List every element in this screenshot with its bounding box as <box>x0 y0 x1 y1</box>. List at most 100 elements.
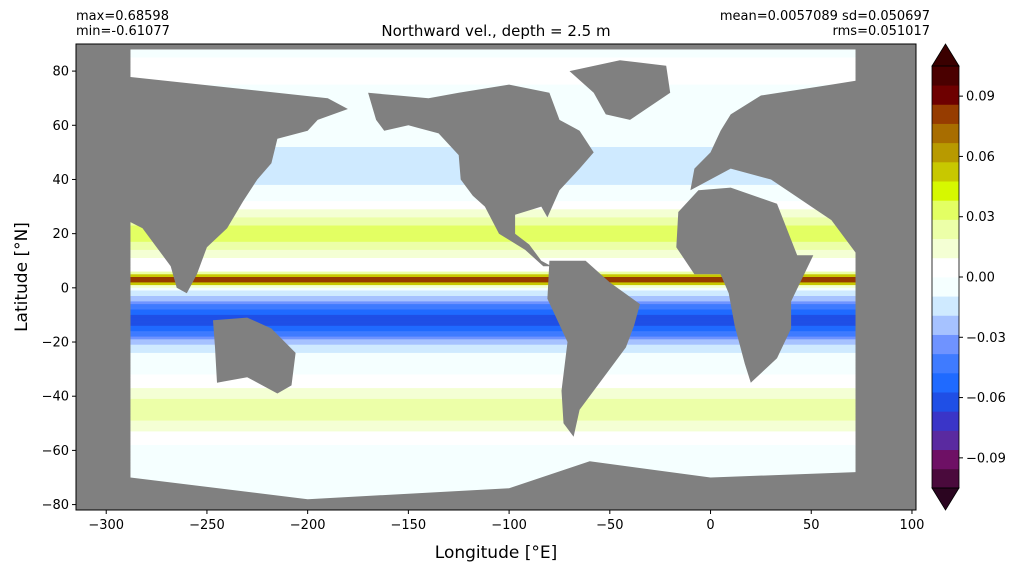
field-band <box>130 84 856 88</box>
colorbar-segment <box>932 277 959 297</box>
colorbar-segment <box>932 468 959 489</box>
field-band <box>130 65 856 69</box>
field-band <box>130 347 856 351</box>
field-band <box>130 485 856 489</box>
field-band <box>130 296 856 300</box>
colorbar-tick-label: −0.09 <box>966 451 1006 466</box>
field-band <box>130 285 856 289</box>
land-mass <box>855 44 916 510</box>
colorbar-segment <box>932 219 959 240</box>
stat-mean-sd: mean=0.0057089 sd=0.050697 <box>719 9 930 24</box>
y-tick-label: 40 <box>52 173 69 188</box>
field-band <box>130 323 856 327</box>
field-band <box>130 388 856 392</box>
field-band <box>130 401 856 405</box>
x-axis: −300 −250 −200 −150 −100 −50 0 50 100 <box>88 510 924 533</box>
colorbar-tick-label: −0.06 <box>966 391 1006 406</box>
field-band <box>130 417 856 422</box>
y-tick-label: 0 <box>61 281 69 296</box>
y-tick-label: 80 <box>52 65 69 80</box>
field-band <box>130 233 856 237</box>
x-axis-label: Longitude [°E] <box>435 543 557 563</box>
field-band <box>130 407 856 411</box>
colorbar-segment <box>932 430 959 451</box>
y-tick-label: −80 <box>42 498 69 513</box>
field-band <box>130 469 856 473</box>
field-band <box>130 255 856 259</box>
field-band <box>130 371 856 376</box>
field-band <box>130 352 856 357</box>
field-band <box>130 274 856 278</box>
field-band <box>130 277 856 281</box>
colorbar-segment <box>932 257 959 278</box>
field-band <box>130 328 856 332</box>
field-band <box>130 342 856 346</box>
x-tick-label: −50 <box>596 518 623 533</box>
field-band <box>130 447 856 451</box>
field-band <box>130 374 856 378</box>
colorbar-tick-label: 0.09 <box>966 90 995 105</box>
colorbar-segment <box>932 66 959 86</box>
y-axis-label: Latitude [°N] <box>12 222 32 332</box>
colorbar-tick-label: 0.03 <box>966 210 995 225</box>
field-band <box>130 282 856 286</box>
x-tick-label: 50 <box>803 518 820 533</box>
x-tick-label: −150 <box>391 518 427 533</box>
field-band <box>130 52 856 56</box>
land-mass <box>76 44 131 510</box>
field-band <box>130 426 856 430</box>
field-band <box>130 472 856 476</box>
land-masks <box>76 44 916 510</box>
colorbar-tick-label: 0.00 <box>966 271 995 286</box>
field-band <box>130 312 856 316</box>
field-band <box>130 225 856 229</box>
field-band <box>130 71 856 75</box>
colorbar-segment <box>932 85 959 105</box>
field-band <box>130 380 856 384</box>
field-band <box>130 442 856 446</box>
field-band <box>130 450 856 454</box>
field-band <box>130 230 856 235</box>
field-band <box>130 415 856 419</box>
field-band <box>130 366 856 370</box>
colorbar-tick-label: 0.06 <box>966 150 995 165</box>
field-band <box>130 461 856 465</box>
land-mass <box>569 60 671 120</box>
colorbar-segment <box>932 372 959 393</box>
land-mass <box>368 84 594 267</box>
field-band <box>130 244 856 248</box>
stats-left: max=0.68598 min=-0.61077 <box>76 9 170 39</box>
field-band <box>130 453 856 457</box>
y-tick-label: −20 <box>42 336 69 351</box>
colorbar-extend-min <box>931 487 960 511</box>
colorbar-segment <box>932 334 959 355</box>
field-band <box>130 361 856 365</box>
field-band <box>130 76 856 80</box>
field-band <box>130 287 856 292</box>
field-band <box>130 301 856 305</box>
field-band <box>130 252 856 256</box>
colorbar-tick-label: −0.03 <box>966 331 1006 346</box>
field-band <box>130 228 856 232</box>
y-tick-label: 60 <box>52 119 69 134</box>
field-band <box>130 293 856 297</box>
field-band <box>130 314 856 319</box>
field-band <box>130 363 856 367</box>
field-band <box>130 436 856 441</box>
plot-frame <box>75 43 917 511</box>
chart-title: Northward vel., depth = 2.5 m <box>381 22 611 40</box>
land-mass <box>76 461 916 510</box>
field-band <box>130 249 856 254</box>
field-band <box>130 463 856 468</box>
field-band <box>130 263 856 267</box>
land-mass <box>213 317 296 394</box>
land-mass <box>76 44 916 50</box>
y-tick-label: −60 <box>42 444 69 459</box>
field-band <box>130 236 856 240</box>
field-band <box>130 266 856 270</box>
field-band <box>130 260 856 264</box>
field-band <box>130 431 856 435</box>
field-band <box>130 73 856 78</box>
field-band <box>130 445 856 449</box>
y-axis: −80 −60 −40 −20 0 20 40 60 80 <box>42 65 76 513</box>
